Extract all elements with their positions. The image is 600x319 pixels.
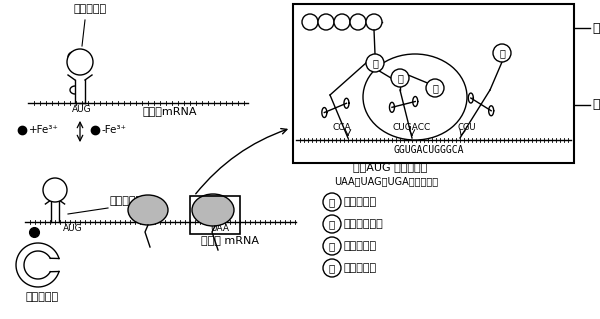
- Text: -Fe³⁺: -Fe³⁺: [102, 125, 127, 135]
- Circle shape: [366, 14, 382, 30]
- Text: CCA: CCA: [332, 123, 352, 132]
- Circle shape: [334, 14, 350, 30]
- Text: 表示甘氨酸: 表示甘氨酸: [344, 197, 377, 207]
- Circle shape: [318, 14, 334, 30]
- Text: 乙: 乙: [592, 99, 599, 112]
- Circle shape: [493, 44, 511, 62]
- Text: 铁调节蛋白: 铁调节蛋白: [25, 292, 59, 302]
- Text: UAA: UAA: [211, 224, 229, 233]
- Text: 色: 色: [432, 84, 438, 93]
- Ellipse shape: [192, 194, 234, 226]
- Text: 丙: 丙: [329, 263, 335, 273]
- Ellipse shape: [363, 54, 467, 140]
- Text: 表示天冬氨酸: 表示天冬氨酸: [344, 219, 384, 229]
- Text: 铁应答元件: 铁应答元件: [110, 196, 143, 206]
- Text: 铁调节蛋白: 铁调节蛋白: [73, 4, 107, 14]
- Circle shape: [426, 79, 444, 97]
- Circle shape: [391, 69, 409, 87]
- Circle shape: [366, 54, 384, 72]
- Text: UAA、UAG、UGA为终止密码: UAA、UAG、UGA为终止密码: [334, 176, 438, 186]
- Text: 表示色氨酸: 表示色氨酸: [344, 241, 377, 251]
- Text: CGU: CGU: [458, 123, 476, 132]
- Text: AUG: AUG: [72, 105, 92, 114]
- Text: 注：AUG 为起始密码: 注：AUG 为起始密码: [353, 162, 427, 172]
- Text: 天: 天: [329, 219, 335, 229]
- FancyBboxPatch shape: [293, 4, 574, 163]
- Circle shape: [350, 14, 366, 30]
- Text: 丙: 丙: [499, 48, 505, 58]
- Text: 铁蛋白 mRNA: 铁蛋白 mRNA: [201, 235, 259, 245]
- Text: 甲: 甲: [592, 21, 599, 34]
- Circle shape: [67, 49, 93, 75]
- Text: 天: 天: [397, 73, 403, 84]
- Text: +Fe³⁺: +Fe³⁺: [29, 125, 59, 135]
- Text: GGUGACUGGGCA: GGUGACUGGGCA: [393, 145, 464, 155]
- Ellipse shape: [128, 195, 168, 225]
- Text: 表示丙氨酸: 表示丙氨酸: [344, 263, 377, 273]
- Circle shape: [323, 215, 341, 233]
- Circle shape: [323, 259, 341, 277]
- Text: 色: 色: [329, 241, 335, 251]
- Text: AUG: AUG: [63, 224, 83, 233]
- Text: 铁蛋白mRNA: 铁蛋白mRNA: [143, 106, 197, 116]
- Circle shape: [323, 193, 341, 211]
- Text: CUGACC: CUGACC: [393, 123, 431, 132]
- Circle shape: [323, 237, 341, 255]
- Circle shape: [302, 14, 318, 30]
- Text: 甘: 甘: [329, 197, 335, 207]
- Circle shape: [43, 178, 67, 202]
- Text: 甘: 甘: [372, 58, 378, 69]
